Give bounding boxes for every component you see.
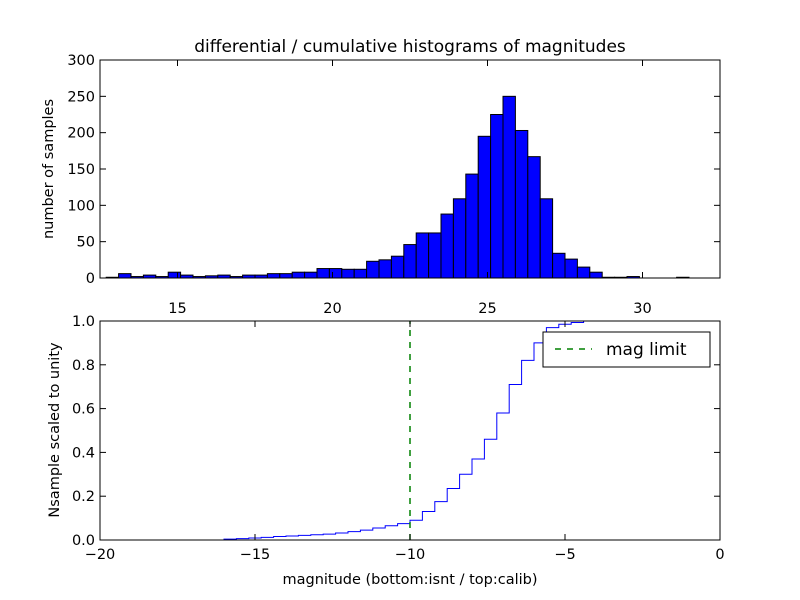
histogram-bar (502, 95, 516, 279)
cumulative-lines (112, 320, 721, 541)
histogram-bar (341, 268, 355, 279)
bottom-y-tick-label: 0.0 (72, 533, 95, 549)
histogram-bar (328, 268, 343, 279)
top-y-axis-label: number of samples (41, 99, 57, 239)
histogram-bar (440, 213, 454, 279)
histogram-panel: differential / cumulative histograms of … (41, 37, 721, 317)
top-x-tick-label: 20 (323, 301, 341, 317)
bottom-y-tick-label: 0.2 (72, 489, 95, 505)
histogram-bar (465, 173, 479, 279)
histogram-bar (378, 259, 392, 279)
histogram-bar (527, 156, 541, 279)
top-x-tick-label: 25 (478, 301, 496, 317)
bottom-y-tick-label: 1.0 (72, 314, 95, 330)
histogram-bar (390, 255, 405, 279)
bottom-y-tick-label: 0.4 (72, 445, 95, 461)
top-y-tick-label: 100 (67, 198, 95, 214)
histogram-bar (576, 266, 591, 279)
bottom-x-tick-label: −10 (395, 547, 426, 563)
chart-title: differential / cumulative histograms of … (194, 37, 626, 57)
histogram-bar (552, 252, 566, 279)
histogram-bar (514, 129, 529, 279)
histogram-bar (564, 258, 578, 279)
histogram-bars (105, 95, 690, 279)
histogram-bar (589, 271, 603, 279)
legend: mag limit (542, 331, 711, 368)
histogram-bar (403, 244, 417, 279)
top-x-tick-label: 30 (633, 301, 651, 317)
bottom-y-tick-label: 0.6 (72, 402, 95, 418)
histogram-bar (167, 271, 182, 279)
top-y-tick-label: 0 (86, 271, 95, 287)
histogram-bar (316, 268, 330, 279)
bottom-axis-ticks: 0.0 0.2 0.4 0.6 0.8 1.0 −20 −15 −10 −5 0 (72, 314, 725, 563)
histogram-bar (279, 273, 293, 279)
histogram-bar (477, 135, 492, 279)
top-y-tick-label: 200 (67, 126, 95, 142)
top-y-tick-label: 150 (67, 162, 95, 178)
bottom-y-axis-label: Nsample scaled to unity (47, 342, 63, 518)
top-axis-ticks: 0 50 100 150 200 250 300 15 20 25 30 (67, 53, 720, 317)
histogram-bar (415, 232, 430, 279)
bottom-x-axis-label: magnitude (bottom:isnt / top:calib) (282, 572, 537, 588)
histogram-bar (539, 198, 554, 279)
bottom-x-tick-label: −15 (240, 547, 271, 563)
top-y-tick-label: 300 (67, 53, 95, 69)
histogram-bar (304, 271, 318, 279)
histogram-bar (266, 273, 281, 279)
histogram-bar (291, 271, 306, 279)
histogram-bar (452, 198, 467, 279)
bottom-x-tick-label: 0 (715, 547, 724, 563)
top-y-tick-label: 50 (77, 235, 95, 251)
histogram-bar (490, 114, 504, 279)
top-x-tick-label: 15 (168, 301, 186, 317)
top-plot-frame (99, 59, 721, 279)
bottom-y-tick-label: 0.8 (72, 358, 95, 374)
bottom-x-tick-label: −5 (554, 547, 575, 563)
cumulative-step-line (112, 320, 721, 541)
legend-mag-limit-label: mag limit (606, 340, 687, 360)
cumulative-panel: magnitude (bottom:isnt / top:calib) Nsam… (47, 314, 725, 588)
histogram-bar (428, 232, 442, 279)
bottom-plot-frame (99, 320, 721, 541)
top-y-tick-label: 250 (67, 89, 95, 105)
histogram-bar (353, 268, 368, 279)
histogram-bar (366, 260, 380, 279)
histogram-bar (118, 273, 132, 279)
bottom-x-tick-label: −20 (85, 547, 116, 563)
